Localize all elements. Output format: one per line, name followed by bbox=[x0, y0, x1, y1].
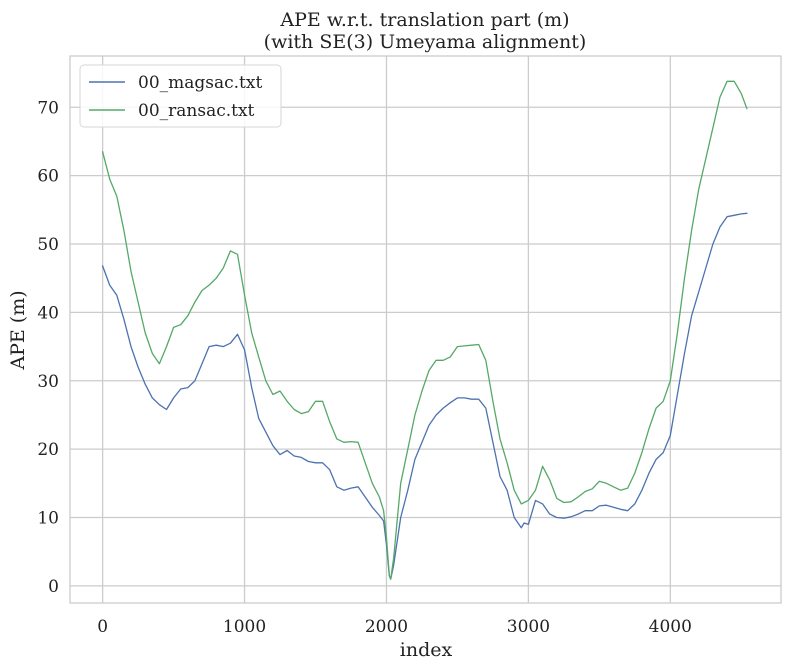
x-tick-label: 4000 bbox=[649, 617, 692, 637]
legend-label-magsac: 00_magsac.txt bbox=[138, 73, 262, 93]
series-layer bbox=[101, 80, 748, 580]
x-tick-label: 1000 bbox=[223, 617, 266, 637]
y-tick-label: 60 bbox=[37, 167, 59, 187]
y-axis-label: APE (m) bbox=[7, 290, 29, 370]
chart-subtitle: (with SE(3) Umeyama alignment) bbox=[264, 31, 587, 53]
x-axis-label: index bbox=[400, 639, 453, 661]
grid-lines bbox=[70, 56, 781, 603]
y-tick-label: 70 bbox=[37, 98, 59, 118]
series-line-00-ransac-txt bbox=[101, 80, 748, 580]
x-tick-label: 3000 bbox=[507, 617, 550, 637]
legend: 00_magsac.txt 00_ransac.txt bbox=[79, 64, 282, 128]
tick-labels: 0 1000 2000 3000 4000 0 10 20 30 40 50 60 70 bbox=[37, 98, 692, 637]
y-tick-label: 40 bbox=[37, 303, 59, 323]
legend-box bbox=[79, 64, 282, 128]
y-tick-label: 0 bbox=[48, 577, 59, 597]
x-tick-label: 2000 bbox=[365, 617, 408, 637]
y-tick-label: 20 bbox=[37, 440, 59, 460]
plot-frame bbox=[69, 55, 782, 604]
chart-title: APE w.r.t. translation part (m) bbox=[279, 9, 569, 31]
series-line-00-magsac-txt bbox=[101, 212, 748, 580]
x-tick-label: 0 bbox=[97, 617, 108, 637]
y-tick-label: 50 bbox=[37, 235, 59, 255]
y-tick-label: 30 bbox=[37, 372, 59, 392]
legend-label-ransac: 00_ransac.txt bbox=[138, 101, 255, 121]
y-tick-label: 10 bbox=[37, 509, 59, 529]
